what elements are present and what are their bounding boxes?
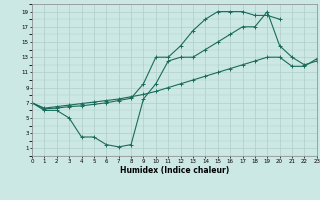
X-axis label: Humidex (Indice chaleur): Humidex (Indice chaleur) [120,166,229,175]
